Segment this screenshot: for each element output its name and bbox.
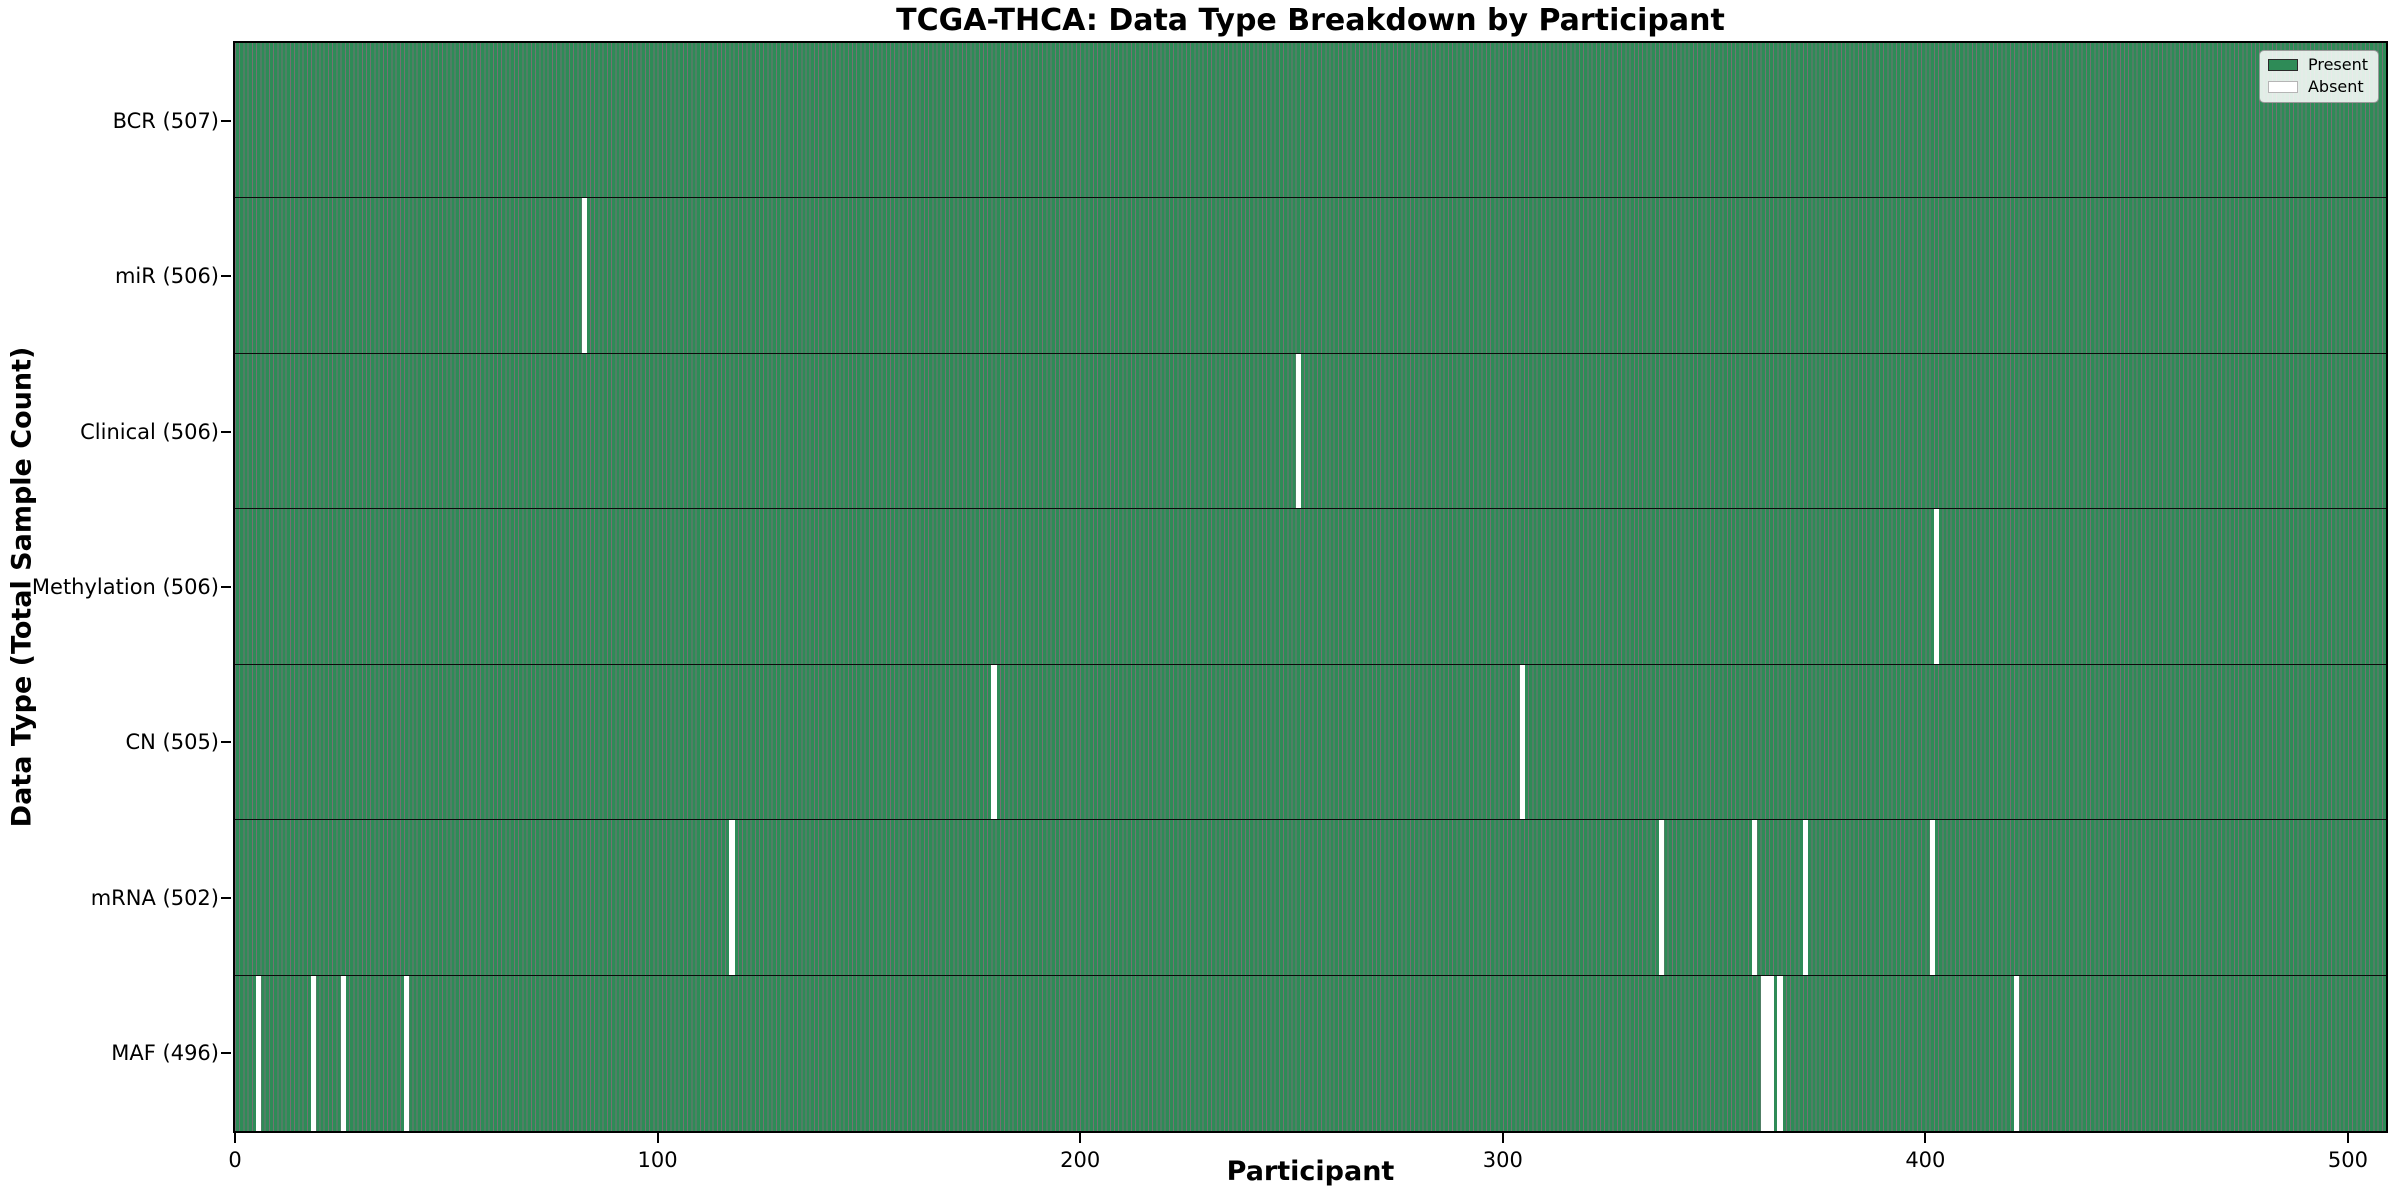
x-tick-mark xyxy=(1501,1133,1504,1143)
legend-swatch-present xyxy=(2267,59,2298,71)
data-row-methylation xyxy=(235,509,2386,665)
y-tick-label-maf: MAF (496) xyxy=(111,1041,219,1066)
y-tick-mark xyxy=(221,275,231,278)
absent-gap-maf-40 xyxy=(404,975,410,1131)
absent-gap-maf-365 xyxy=(1777,975,1783,1131)
x-tick-mark xyxy=(656,1133,659,1143)
x-tick-label-200: 200 xyxy=(1060,1148,1101,1172)
legend-label: Absent xyxy=(2307,77,2364,96)
y-tick-mark xyxy=(221,896,231,899)
data-row-maf xyxy=(235,975,2386,1131)
x-tick-mark xyxy=(1924,1133,1927,1143)
chart-title: TCGA-THCA: Data Type Breakdown by Partic… xyxy=(896,3,1725,38)
absent-gap-mrna-337 xyxy=(1659,820,1665,975)
data-row-clinical xyxy=(235,353,2386,510)
absent-gap-mrna-401 xyxy=(1929,820,1935,975)
data-row-mrna xyxy=(235,820,2386,976)
absent-gap-cn-179 xyxy=(991,664,997,820)
x-tick-label-300: 300 xyxy=(1482,1148,1523,1172)
absent-gap-cn-304 xyxy=(1519,664,1525,820)
plot-area: Present Absent xyxy=(233,41,2388,1133)
legend: Present Absent xyxy=(2258,50,2379,103)
y-tick-label-bcr: BCR (507) xyxy=(112,108,219,133)
legend-entry-absent: Absent xyxy=(2267,77,2368,96)
y-tick-label-mrna: mRNA (502) xyxy=(90,885,219,910)
y-tick-mark xyxy=(221,119,231,122)
legend-swatch-absent xyxy=(2267,81,2298,93)
legend-label: Present xyxy=(2307,55,2368,74)
legend-entry-present: Present xyxy=(2267,55,2368,74)
absent-gap-maf-421 xyxy=(2014,975,2020,1131)
y-tick-mark xyxy=(221,586,231,588)
absent-gap-methylation-402 xyxy=(1933,509,1940,664)
y-tick-mark xyxy=(221,1052,231,1055)
absent-gap-maf-25 xyxy=(340,975,346,1131)
x-tick-label-0: 0 xyxy=(228,1148,242,1172)
absent-gap-mrna-359 xyxy=(1752,820,1758,975)
data-row-cn xyxy=(235,664,2386,821)
y-tick-mark xyxy=(221,430,231,433)
absent-gap-clinical-251 xyxy=(1295,353,1301,509)
x-axis-label: Participant xyxy=(1226,1156,1395,1187)
y-tick-label-methylation: Methylation (506) xyxy=(31,575,219,599)
absent-gap-maf-18 xyxy=(311,975,317,1131)
x-tick-label-400: 400 xyxy=(1905,1148,1946,1172)
x-tick-label-500: 500 xyxy=(2327,1148,2368,1172)
absent-gap-maf-361 xyxy=(1760,975,1775,1131)
absent-gap-maf-5 xyxy=(256,975,262,1131)
absent-gap-mrna-117 xyxy=(729,820,735,975)
y-tick-label-clinical: Clinical (506) xyxy=(80,419,219,444)
x-tick-mark xyxy=(234,1133,236,1143)
absent-gap-mrna-371 xyxy=(1802,820,1809,975)
y-tick-label-mir: miR (506) xyxy=(114,264,219,289)
absent-gap-mir-82 xyxy=(581,198,587,353)
y-tick-mark xyxy=(221,741,231,744)
y-tick-label-cn: CN (505) xyxy=(125,730,219,755)
x-tick-mark xyxy=(1079,1133,1082,1143)
data-row-mir xyxy=(235,198,2386,354)
data-row-bcr xyxy=(235,43,2386,199)
x-tick-mark xyxy=(2346,1133,2349,1143)
x-tick-label-100: 100 xyxy=(637,1148,678,1172)
